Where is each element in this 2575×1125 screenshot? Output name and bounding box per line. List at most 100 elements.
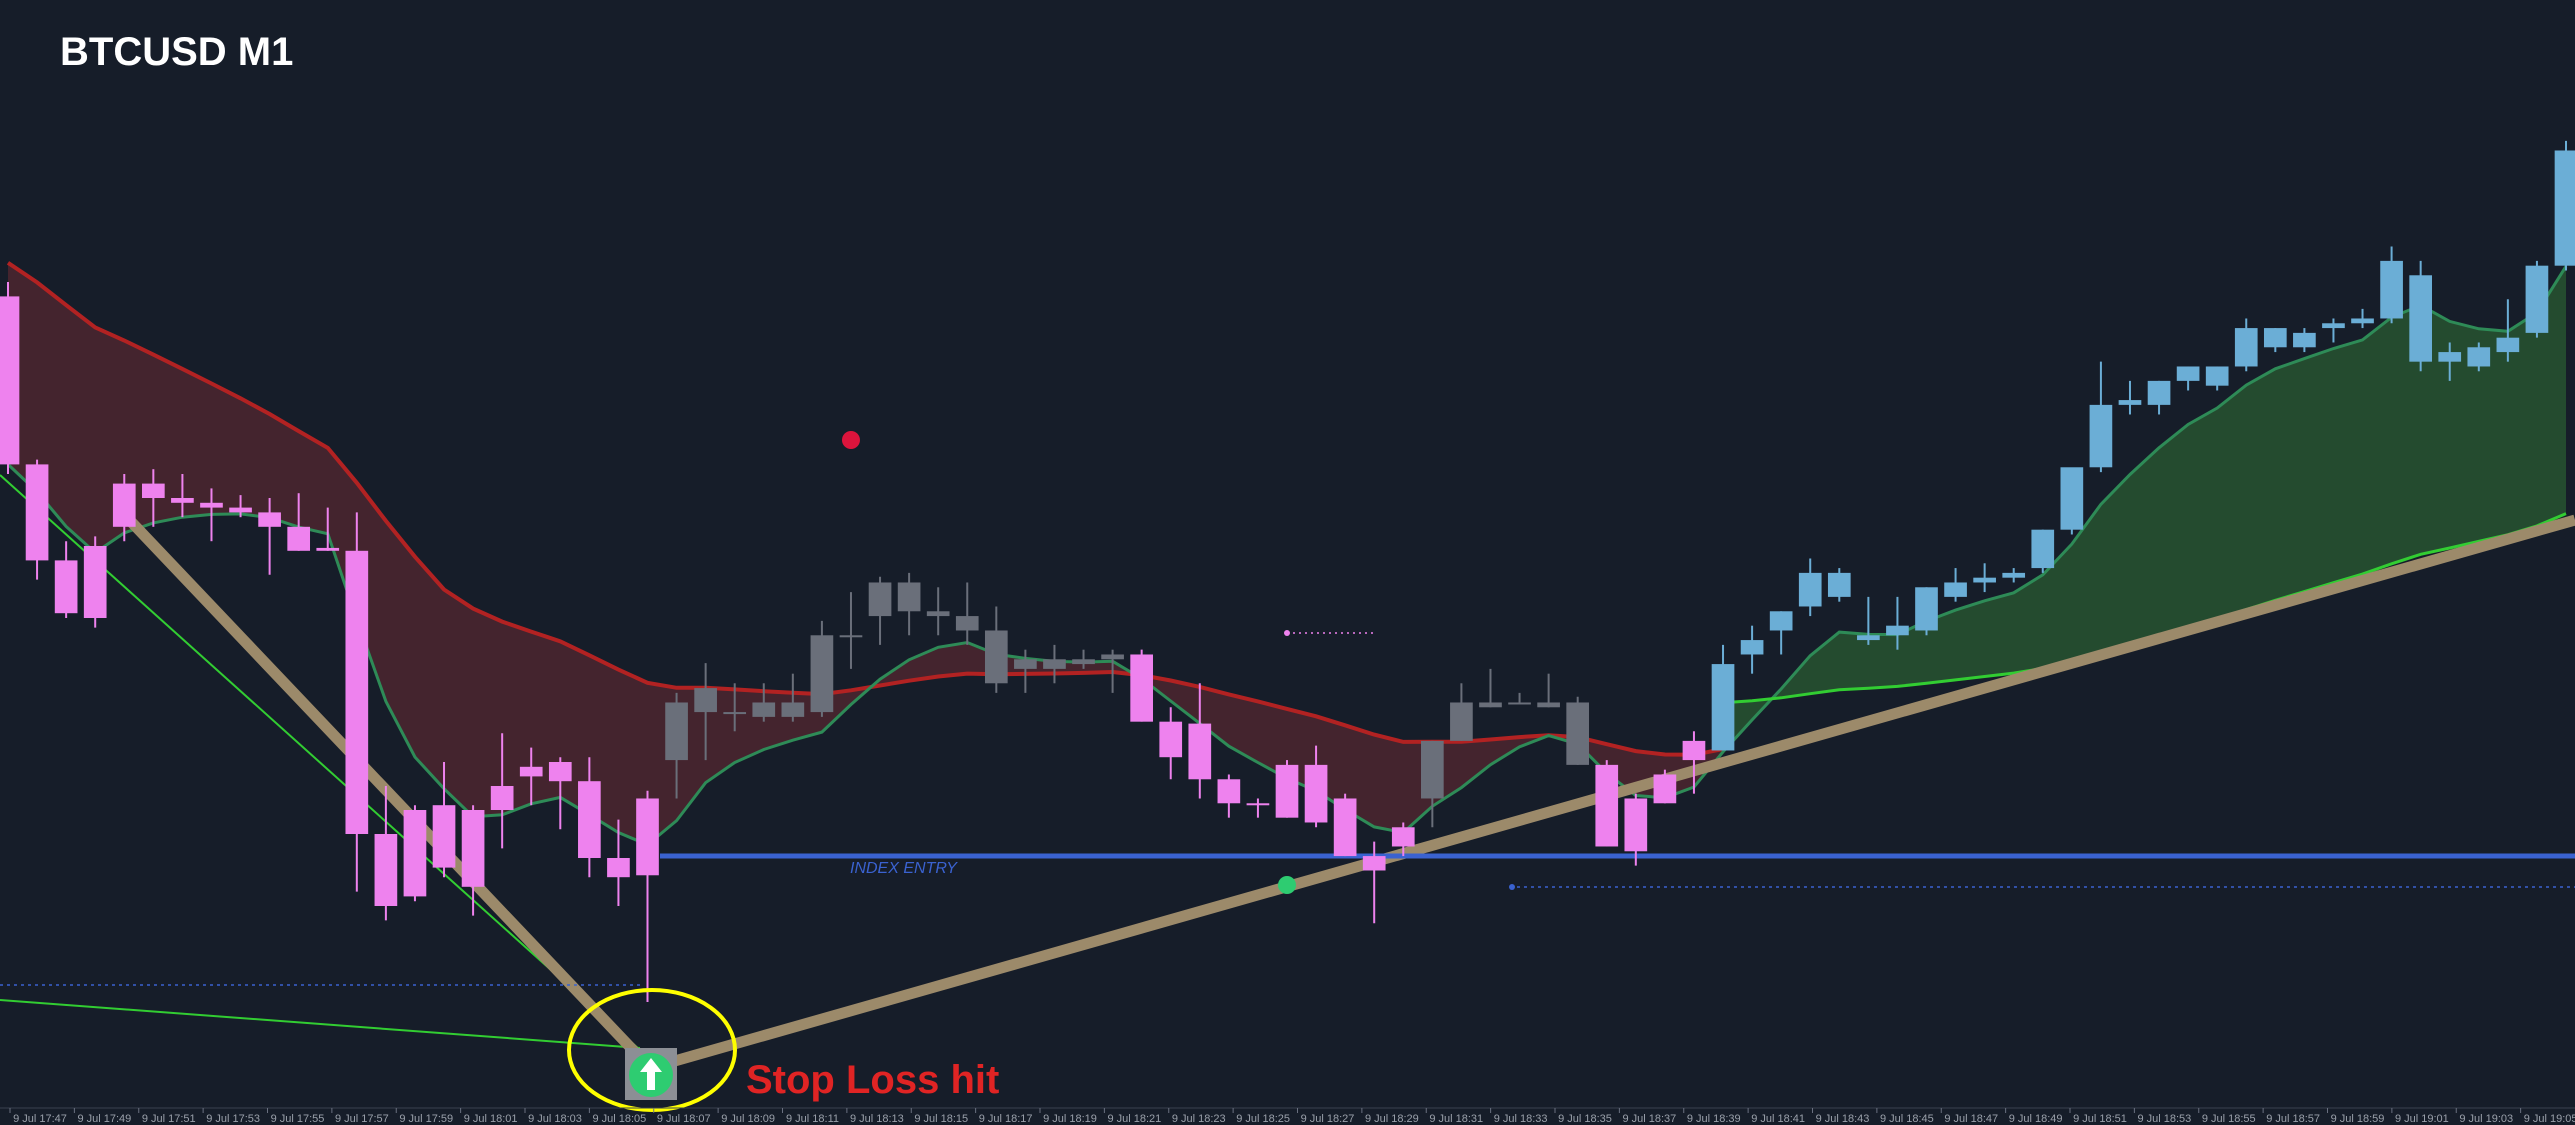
candle	[752, 683, 776, 722]
candle	[229, 495, 252, 518]
candle	[1391, 822, 1415, 857]
candle	[578, 757, 601, 878]
candle-body	[461, 810, 485, 887]
candle-body	[1304, 764, 1328, 823]
candle-body	[1130, 654, 1153, 722]
candle-body	[1886, 625, 1909, 636]
candle	[2351, 308, 2374, 329]
candle	[2147, 380, 2171, 415]
candle-body	[2205, 366, 2229, 386]
buy-signal-dot	[1278, 876, 1296, 894]
x-tick-label: 9 Jul 18:07	[657, 1113, 711, 1125]
up-arrow-icon	[640, 1058, 662, 1090]
x-tick-label: 9 Jul 17:47	[13, 1113, 67, 1125]
candle	[2002, 568, 2026, 583]
candle	[2234, 318, 2258, 372]
candle	[1653, 769, 1677, 804]
x-tick-label: 9 Jul 18:33	[1494, 1113, 1548, 1125]
candle	[1072, 649, 1095, 669]
x-tick-label: 9 Jul 18:27	[1301, 1113, 1355, 1125]
candle	[723, 683, 747, 732]
candle-body	[1711, 664, 1735, 751]
candle-body	[810, 635, 834, 713]
candle	[548, 757, 572, 830]
index-entry-label: INDEX ENTRY	[850, 860, 958, 877]
candle-body	[1450, 702, 1473, 741]
trend-line-green	[0, 474, 641, 1051]
candle-body	[2438, 352, 2462, 362]
candle-body	[1973, 577, 1996, 583]
marker-small-dot	[1284, 630, 1290, 636]
candle	[1188, 683, 1212, 799]
candle	[897, 572, 921, 636]
candle-body	[607, 858, 630, 878]
candle	[1769, 611, 1793, 655]
candle	[1246, 798, 1270, 818]
candle	[1421, 740, 1444, 828]
candle	[1537, 673, 1560, 708]
candle	[2467, 342, 2491, 372]
candle	[694, 663, 717, 761]
candle	[1362, 841, 1386, 924]
highlight-circle	[567, 988, 737, 1112]
candle-body	[2322, 323, 2345, 329]
candle-body	[1043, 659, 1066, 669]
candle-body	[229, 507, 252, 513]
candle	[2263, 328, 2287, 353]
x-tick-label: 9 Jul 18:25	[1236, 1113, 1290, 1125]
candle-body	[1595, 764, 1619, 847]
x-tick-label: 9 Jul 18:51	[2073, 1113, 2127, 1125]
candle-body	[403, 810, 427, 897]
symbol-title: BTCUSD M1	[60, 30, 294, 74]
candle-body	[345, 550, 369, 834]
candle	[0, 282, 20, 474]
candle-body	[1537, 702, 1560, 708]
candle-body	[112, 483, 136, 527]
candle-body	[1944, 582, 1967, 597]
candle	[868, 576, 892, 645]
candle-body	[1827, 572, 1851, 597]
candle-body	[1798, 572, 1822, 607]
x-tick-label: 9 Jul 18:47	[1944, 1113, 1998, 1125]
bull-cloud	[1723, 266, 2566, 752]
x-tick-label: 9 Jul 18:21	[1107, 1113, 1161, 1125]
candle	[839, 592, 863, 669]
candle-body	[2060, 467, 2084, 530]
candle	[607, 819, 630, 906]
markers: Stop Loss hit	[567, 431, 1515, 1112]
x-tick-label: 9 Jul 18:49	[2009, 1113, 2063, 1125]
candle	[2293, 328, 2316, 353]
candle	[1595, 760, 1619, 847]
candle	[1944, 568, 1967, 602]
candle	[781, 673, 805, 722]
candle-body	[1217, 779, 1241, 804]
candle	[490, 733, 514, 849]
candle	[1566, 696, 1590, 765]
x-tick-label: 9 Jul 17:59	[399, 1113, 453, 1125]
candle	[1159, 707, 1183, 780]
sell-signal-dot	[841, 431, 860, 449]
candle-body	[2234, 328, 2258, 367]
candle-body	[578, 781, 601, 858]
candle-body	[868, 582, 892, 617]
candle-body	[200, 502, 223, 508]
x-tick-label: 9 Jul 18:01	[464, 1113, 518, 1125]
candle-body	[171, 498, 194, 503]
ma-clouds	[8, 262, 2566, 845]
candle	[1043, 644, 1066, 684]
x-tick-label: 9 Jul 17:51	[142, 1113, 196, 1125]
x-tick-label: 9 Jul 18:13	[850, 1113, 904, 1125]
candle	[2438, 342, 2462, 381]
candle-body	[54, 560, 78, 614]
candle-body	[723, 712, 747, 715]
candle	[374, 786, 398, 921]
candle	[25, 459, 49, 580]
candle	[345, 512, 369, 892]
candle	[665, 692, 688, 799]
candle	[1450, 683, 1473, 741]
x-tick-label: 9 Jul 18:11	[786, 1113, 839, 1125]
candle-body	[0, 296, 20, 465]
candle	[171, 474, 194, 518]
candle-body	[1391, 827, 1415, 847]
x-tick-label: 9 Jul 18:23	[1172, 1113, 1226, 1125]
